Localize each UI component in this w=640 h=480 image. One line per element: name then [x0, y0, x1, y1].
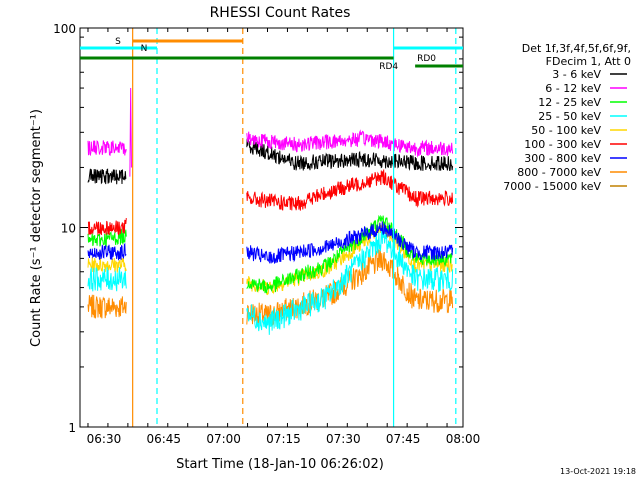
- n-label: N: [141, 44, 148, 54]
- legend-label: 12 - 25 keV: [538, 96, 601, 109]
- plot-area: [87, 28, 457, 427]
- y-axis: 1 10 100: [53, 22, 463, 435]
- y-axis-label: Count Rate (s⁻¹ detector segment⁻¹): [29, 109, 44, 347]
- y-tick-label: 1: [68, 421, 76, 435]
- x-tick-label: 07:45: [386, 432, 421, 446]
- x-tick-label: 07:30: [326, 432, 361, 446]
- series-spike: [129, 88, 132, 177]
- x-axis-label: Start Time (18-Jan-10 06:26:02): [176, 457, 384, 472]
- rd0-label: RD0: [417, 54, 436, 64]
- series-line: [87, 266, 127, 292]
- legend-label: 3 - 6 keV: [552, 68, 601, 81]
- chart-title: RHESSI Count Rates: [210, 5, 351, 21]
- series-line: [87, 242, 127, 261]
- legend-label: 25 - 50 keV: [538, 110, 601, 123]
- x-tick-label: 08:00: [446, 432, 481, 446]
- plot-frame: [79, 27, 464, 428]
- x-tick-label: 07:00: [206, 432, 241, 446]
- legend-label: 6 - 12 keV: [545, 82, 601, 95]
- y-tick-label: 10: [61, 222, 76, 236]
- series-line: [246, 138, 454, 172]
- series-line: [246, 221, 454, 264]
- legend: Det 1f,3f,4f,5f,6f,9f,FDecim 1, Att 03 -…: [503, 42, 631, 193]
- series-line: [246, 129, 454, 158]
- legend-label: 300 - 800 keV: [524, 152, 601, 165]
- rd4-label: RD4: [379, 62, 398, 72]
- x-tick-label: 06:45: [146, 432, 181, 446]
- legend-header: FDecim 1, Att 0: [546, 55, 631, 68]
- x-axis: 06:30 06:45 07:00 07:15 07:30 07:45 08:00: [87, 28, 481, 446]
- series-line: [87, 294, 127, 319]
- series-line: [87, 218, 127, 236]
- series-line: [87, 140, 127, 157]
- x-tick-label: 06:30: [87, 432, 122, 446]
- series-line: [246, 226, 454, 335]
- legend-label: 50 - 100 keV: [531, 124, 601, 137]
- legend-label: 7000 - 15000 keV: [503, 180, 601, 193]
- footer-date: 13-Oct-2021 19:18: [560, 467, 636, 476]
- x-tick-label: 07:15: [266, 432, 301, 446]
- series-line: [87, 168, 127, 185]
- series-line: [246, 169, 454, 211]
- legend-header: Det 1f,3f,4f,5f,6f,9f,: [522, 42, 631, 55]
- series-line: [87, 228, 127, 248]
- s-label: S: [115, 37, 121, 47]
- legend-label: 800 - 7000 keV: [517, 166, 601, 179]
- legend-label: 100 - 300 keV: [524, 138, 601, 151]
- y-tick-label: 100: [53, 22, 76, 36]
